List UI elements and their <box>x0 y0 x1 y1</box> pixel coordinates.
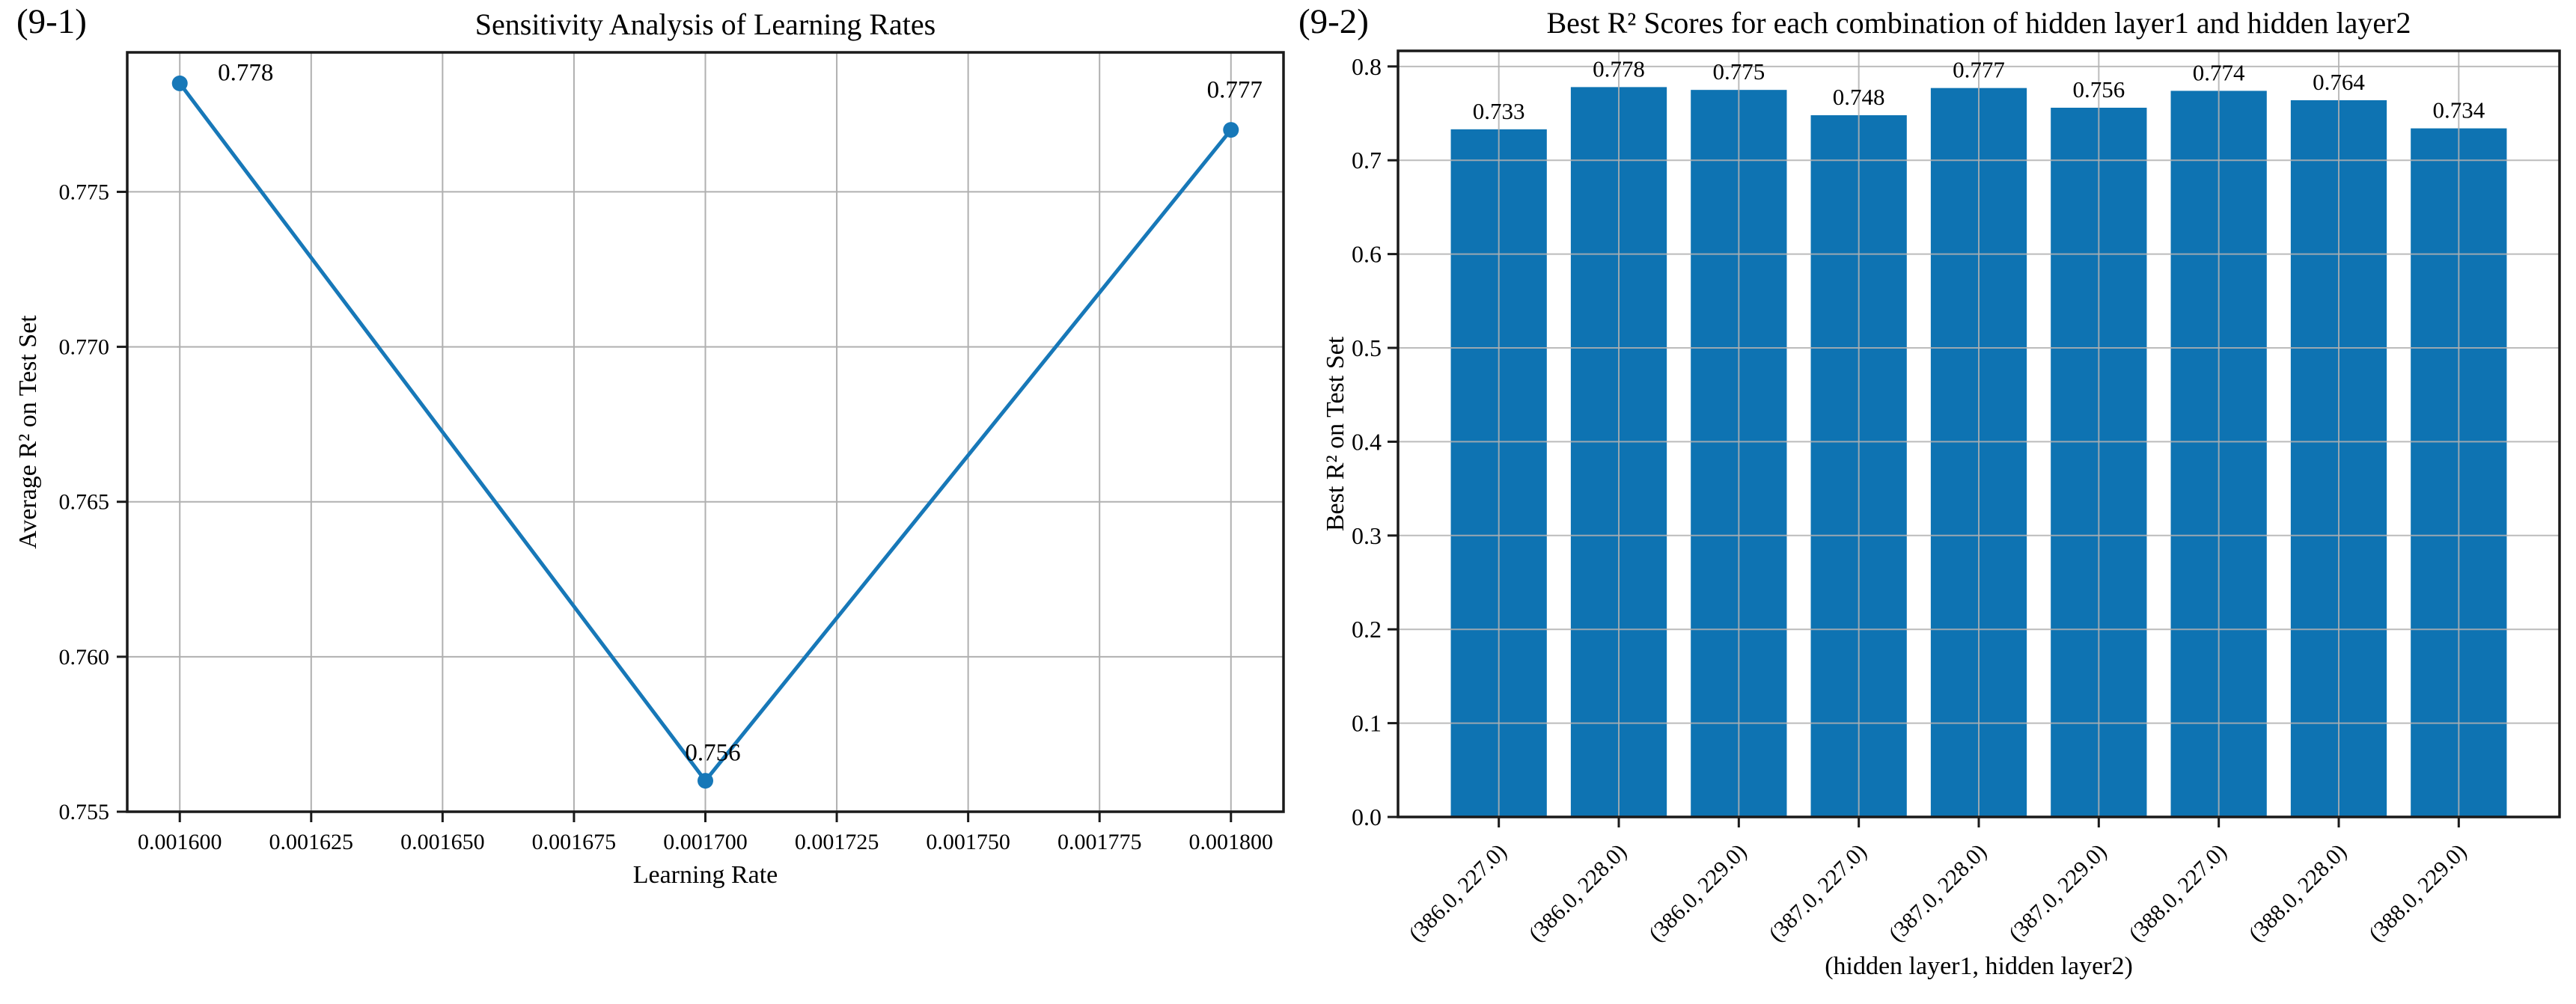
x-tick-label: (387.0, 229.0) <box>2004 839 2112 947</box>
bar-value-label: 0.733 <box>1473 98 1525 124</box>
x-tick-label: 0.001600 <box>138 830 222 854</box>
x-tick-label: (387.0, 228.0) <box>1884 839 1991 947</box>
y-tick-label: 0.5 <box>1352 334 1382 361</box>
y-tick-label: 0.6 <box>1352 241 1382 268</box>
x-tick-label: (387.0, 227.0) <box>1764 839 1872 947</box>
bar-value-label: 0.778 <box>1593 55 1645 82</box>
bar-value-label: 0.777 <box>1953 57 2005 83</box>
bar-value-label: 0.764 <box>2313 69 2365 95</box>
x-tick-label: (386.0, 229.0) <box>1644 839 1752 947</box>
y-axis-label: Average R² on Test Set <box>14 315 42 549</box>
y-tick-label: 0.775 <box>59 180 110 204</box>
bar-chart-panel: (9-2) 0.733 0.778 0.775 0.748 0.777 0.756 0.77… <box>1288 0 2576 1004</box>
point-value-label: 0.756 <box>685 740 740 767</box>
x-tick-label: 0.001800 <box>1189 830 1274 854</box>
chart-title: Best R² Scores for each combination of h… <box>1547 6 2411 40</box>
x-tick-label: 0.001625 <box>269 830 354 854</box>
x-tick-label: (386.0, 227.0) <box>1404 839 1512 947</box>
y-axis-label: Best R² on Test Set <box>1322 336 1349 531</box>
x-tick-label: 0.001675 <box>532 830 617 854</box>
bar-value-label: 0.756 <box>2072 76 2125 102</box>
y-tick-label: 0.760 <box>59 645 110 670</box>
line-chart-panel: (9-1) 0.778 0.756 0.777 0.001600 0.001625 0.0… <box>14 2 1285 889</box>
bar-value-label: 0.774 <box>2193 59 2245 85</box>
point-value-label: 0.777 <box>1207 77 1263 104</box>
bar-value-label: 0.734 <box>2432 97 2485 123</box>
y-tick-label: 0.4 <box>1352 428 1382 455</box>
data-point <box>171 75 188 91</box>
bar-value-label: 0.748 <box>1833 84 1885 110</box>
line-chart: 0.778 0.756 0.777 0.001600 0.001625 0.001650 0… <box>14 7 1285 889</box>
bar-chart: 0.733 0.778 0.775 0.748 0.777 0.756 0.774 0.764… <box>1322 6 2561 980</box>
x-tick-label: (388.0, 227.0) <box>2124 839 2232 947</box>
x-tick-label: 0.001775 <box>1057 830 1142 854</box>
y-tick-label: 0.755 <box>59 800 110 824</box>
data-point <box>1223 122 1239 138</box>
point-value-label: 0.778 <box>218 59 273 86</box>
x-axis-label: (hidden layer1, hidden layer2) <box>1825 952 2133 980</box>
y-tick-label: 0.7 <box>1352 147 1382 174</box>
x-tick-label: (388.0, 228.0) <box>2244 839 2351 947</box>
y-tick-label: 0.8 <box>1352 53 1382 80</box>
panel-label-9-1: (9-1) <box>16 2 87 41</box>
data-point <box>698 773 713 789</box>
x-tick-label: 0.001650 <box>400 830 485 854</box>
chart-title: Sensitivity Analysis of Learning Rates <box>475 7 936 41</box>
y-tick-label: 0.1 <box>1352 710 1382 737</box>
y-tick-label: 0.0 <box>1352 803 1382 830</box>
x-axis-label: Learning Rate <box>633 861 778 889</box>
bar-value-label: 0.775 <box>1712 58 1765 85</box>
y-tick-label: 0.770 <box>59 335 110 360</box>
x-tick-label: 0.001700 <box>663 830 748 854</box>
y-tick-label: 0.2 <box>1352 616 1382 643</box>
x-tick-label: 0.001725 <box>795 830 879 854</box>
panel-label-9-2: (9-2) <box>1298 2 1369 41</box>
x-tick-label: (388.0, 229.0) <box>2364 839 2472 947</box>
x-tick-label: 0.001750 <box>926 830 1010 854</box>
x-tick-label: (386.0, 228.0) <box>1524 839 1632 947</box>
y-tick-label: 0.765 <box>59 490 110 515</box>
y-tick-label: 0.3 <box>1352 522 1382 549</box>
